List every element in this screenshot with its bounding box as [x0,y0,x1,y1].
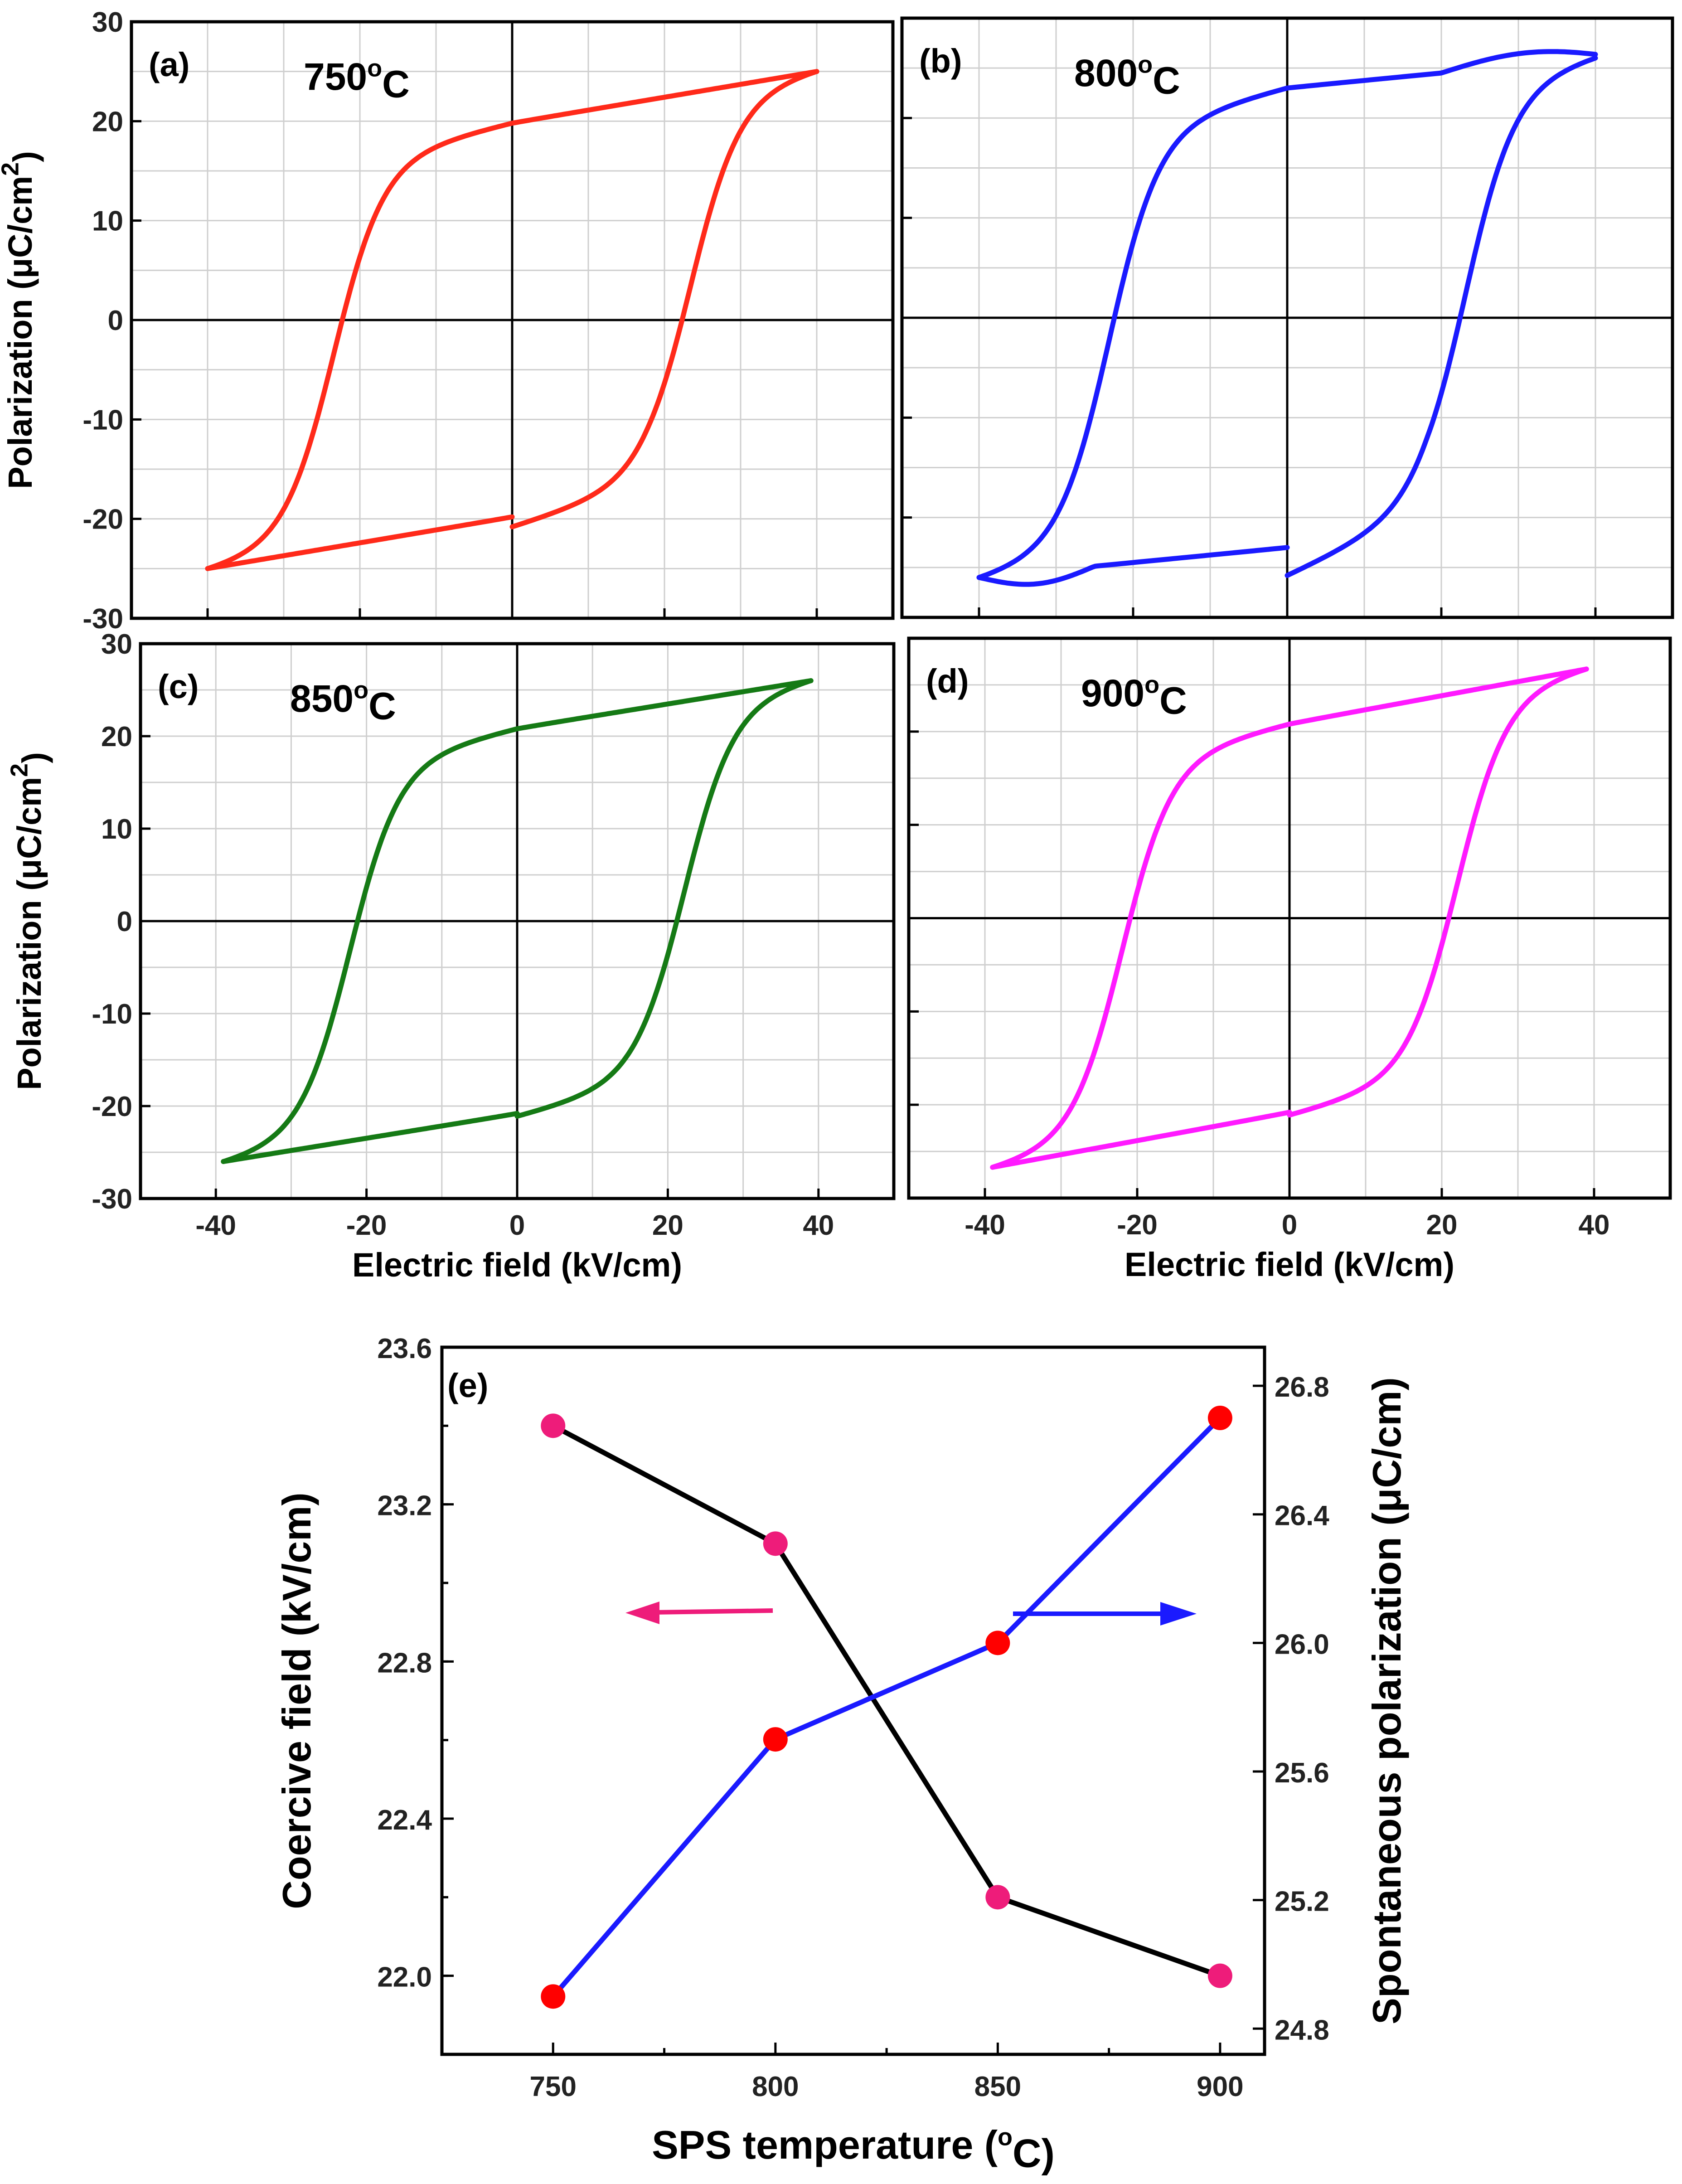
temperature-label: 800oC [1074,51,1180,102]
data-point-left [1207,1963,1232,1988]
x-tick-label: 850 [974,2071,1021,2102]
y-tick-label-left: 22.8 [377,1647,432,1679]
data-point-right [1207,1406,1232,1430]
data-point-right [985,1631,1010,1655]
y-tick-label: 20 [101,721,132,752]
x-tick-label: -20 [346,1210,387,1241]
y-tick-label-left: 23.6 [377,1333,432,1364]
loop-ascending-branch-positive [1285,55,1598,578]
y-tick-label-left: 23.2 [377,1490,432,1522]
loop-ascending-branch-positive [1287,666,1589,1118]
x-tick-label: -40 [965,1209,1005,1241]
loop-ascending-branch-negative [205,514,515,571]
loop-ascending-branch-negative [976,545,1290,587]
plot-frame [139,642,896,1200]
y-axis-title-left: Coercive field (kV/cm) [274,1492,319,1909]
y-tick-label: 10 [92,206,123,237]
y-tick-label: 20 [92,106,123,137]
y-tick-label: -30 [92,1184,132,1215]
y-tick-label: -10 [82,404,123,436]
panel-label: (e) [447,1367,488,1404]
series-line-left [552,1423,1221,1978]
arrow-left-shaft [652,1608,773,1615]
panel-label: (a) [149,46,189,83]
temperature-label: 750oC [304,54,410,105]
x-tick-label: 750 [530,2071,577,2102]
y-tick-label: 10 [101,814,132,845]
x-tick-label: -40 [195,1210,236,1241]
x-tick-label: 20 [1426,1209,1458,1241]
loop-ascending-branch-negative [990,1110,1292,1170]
panel-d: -40 -20 0 20 40 (d) 900oC Electric field (kV/cm… [907,636,1672,1283]
loop-ascending-branch-positive [514,678,814,1119]
y-axis-title: Polarization (μC/cm2) [5,752,53,1090]
y-tick-label: -20 [92,1091,132,1122]
panel-label: (c) [158,668,199,705]
panel-label: (b) [919,42,962,80]
plot-frame [907,636,1672,1200]
loop-descending-branch [990,666,1589,1170]
y-tick-label-right: 26.8 [1275,1372,1329,1403]
y-tick-label-left: 22.0 [377,1962,432,1993]
data-point-right [541,1984,566,2009]
panel-b: (b) 800oC [900,16,1674,619]
y-tick-label-right: 24.8 [1275,2014,1329,2046]
x-axis-title: SPS temperature (oC) [652,2122,1055,2176]
y-axis-title: Polarization (μC/cm2) [0,151,44,489]
y-tick-label: 0 [108,305,123,336]
x-tick-label: 0 [509,1210,525,1241]
y-tick-label: -30 [82,603,123,635]
y-tick-label-right: 26.4 [1275,1500,1329,1532]
y-tick-label: -20 [82,504,123,535]
y-tick-label-right: 26.0 [1275,1629,1329,1660]
x-tick-label: 0 [1282,1209,1297,1241]
y-tick-label-right: 25.6 [1275,1757,1329,1789]
y-tick-label: 0 [117,906,132,937]
x-tick-label: 20 [652,1210,683,1241]
x-tick-label: 40 [1579,1209,1610,1241]
x-axis-title: Electric field (kV/cm) [352,1246,682,1284]
data-point-right [763,1727,788,1752]
temperature-label: 900oC [1081,671,1187,722]
loop-descending-branch [976,49,1598,580]
x-tick-label: 800 [752,2071,799,2102]
panel-a: -30 -20 -10 0 10 20 30 (a) 750oC Polarization (μC… [0,7,895,635]
loop-descending-branch [221,678,814,1164]
plot-frame [130,20,895,620]
loop-ascending-branch-positive [509,69,819,529]
x-tick-label: 40 [803,1210,834,1241]
y-tick-label-right: 25.2 [1275,1886,1329,1917]
y-tick-label-left: 22.4 [377,1805,432,1836]
x-tick-label: 900 [1197,2071,1243,2102]
panel-label: (d) [926,662,969,700]
panel-c: -30 -20 -10 0 10 20 30 -40 -20 0 20 40 (c) 850oC Polar… [5,629,896,1284]
plot-frame [900,16,1674,619]
y-tick-label: 30 [92,7,123,38]
y-tick-label: 30 [101,629,132,660]
temperature-label: 850oC [290,676,396,727]
y-axis-title-right: Spontaneous polarization (μC/cm) [1364,1377,1409,2024]
arrow-right-head [1160,1602,1197,1626]
plot-frame [440,1345,1266,2056]
loop-ascending-branch-negative [221,1111,520,1164]
loop-descending-branch [205,69,819,571]
x-axis-title: Electric field (kV/cm) [1125,1246,1454,1283]
data-point-left [985,1885,1010,1910]
panel-e: 22.0 22.4 22.8 23.2 23.6 24.8 25.2 25.6 26.0 26.4… [274,1333,1409,2176]
x-tick-label: -20 [1117,1209,1158,1241]
y-tick-label: -10 [92,999,132,1030]
arrow-left-head [625,1602,659,1624]
data-point-left [541,1413,566,1438]
series-line-right [551,1416,1222,1998]
data-point-left [763,1531,788,1556]
